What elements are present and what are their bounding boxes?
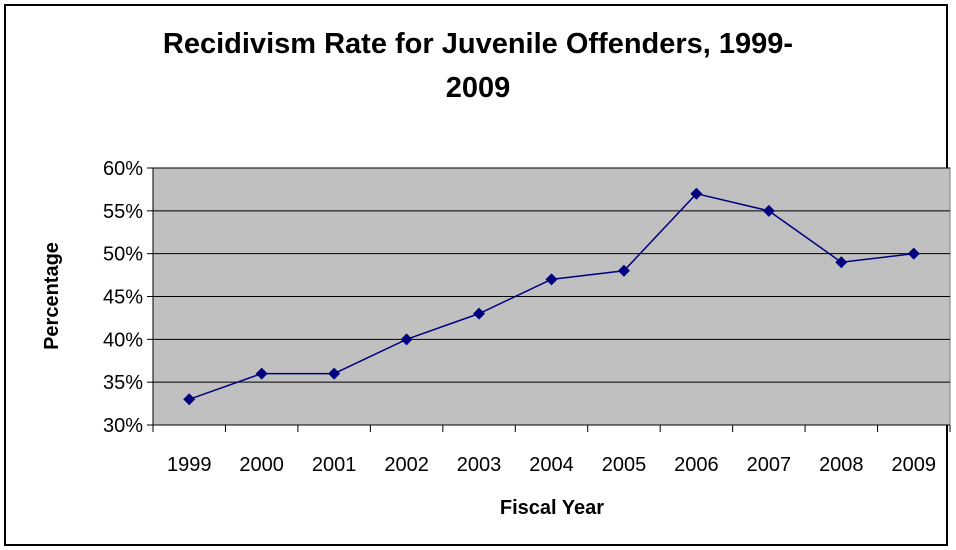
y-axis-ticks: 30% 35% 40% 45% 50% 55% 60% — [103, 158, 153, 437]
x-tick-label: 2008 — [819, 454, 864, 476]
data-point-marker — [835, 256, 848, 269]
data-point-marker — [617, 264, 630, 277]
x-tick-label: 1999 — [167, 454, 212, 476]
data-point-marker — [400, 333, 413, 346]
x-tick-label: 2001 — [312, 454, 357, 476]
x-tick-label: 2004 — [529, 454, 574, 476]
data-point-marker — [328, 367, 341, 380]
y-tick-label: 35% — [103, 372, 143, 394]
data-point-marker — [907, 247, 920, 260]
x-tick-label: 2009 — [892, 454, 937, 476]
chart-title-line-1: Recidivism Rate for Juvenile Offenders, … — [162, 28, 794, 60]
data-point-marker — [255, 367, 268, 380]
x-tick-label: 2005 — [602, 454, 647, 476]
y-tick-label: 40% — [103, 329, 143, 351]
data-point-marker — [183, 393, 196, 406]
x-tick-label: 2007 — [747, 454, 792, 476]
x-tick-label: 2006 — [674, 454, 719, 476]
y-tick-label: 45% — [103, 287, 143, 309]
x-tick-label: 2003 — [457, 454, 502, 476]
x-tick-label: 2002 — [384, 454, 429, 476]
y-tick-label: 30% — [103, 415, 143, 437]
y-tick-label: 55% — [103, 201, 143, 223]
data-points — [183, 187, 920, 406]
y-tick-label: 60% — [103, 158, 143, 180]
x-axis-label: Fiscal Year — [500, 497, 604, 519]
chart-title-line-2: 2009 — [445, 72, 511, 104]
y-axis-label: Percentage — [41, 242, 63, 350]
data-point-marker — [473, 307, 486, 320]
data-point-marker — [545, 273, 558, 286]
y-tick-label: 50% — [103, 244, 143, 266]
x-axis-ticks: 1999 2000 2001 2002 2003 2004 2005 2006 2007 2008… — [152, 425, 951, 476]
data-point-marker — [690, 187, 703, 200]
x-tick-label: 2000 — [239, 454, 284, 476]
data-point-marker — [762, 204, 775, 217]
gridlines — [153, 167, 950, 383]
